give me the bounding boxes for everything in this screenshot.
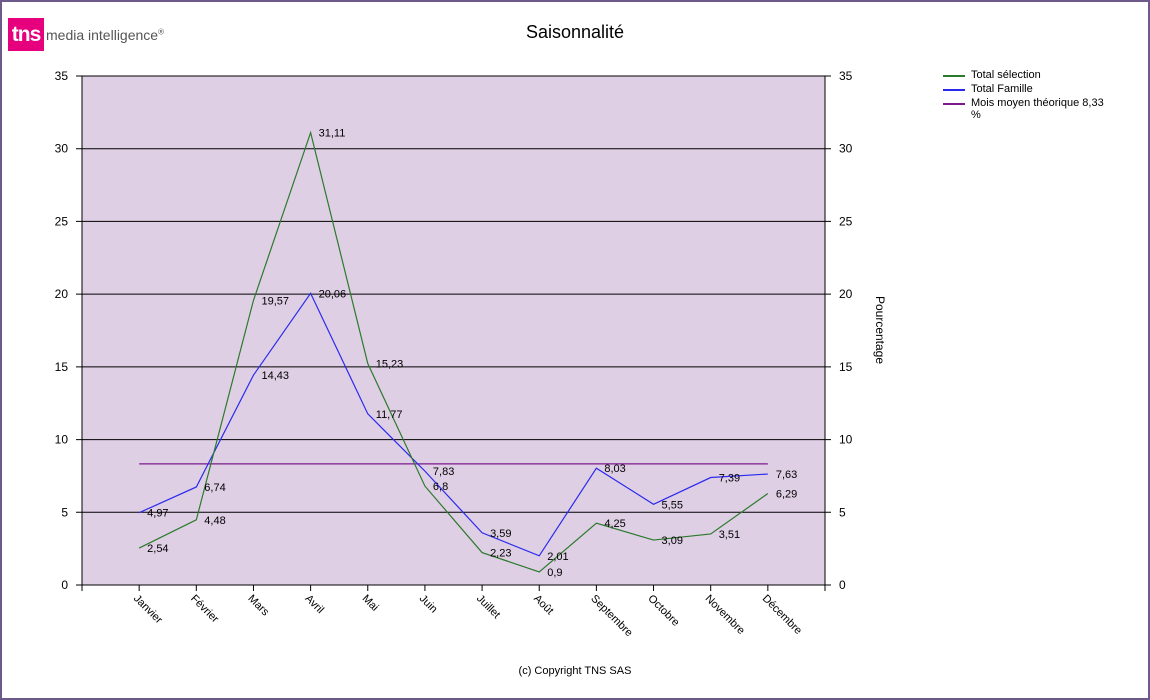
legend-item-famille: Total Famille [943, 83, 1123, 95]
y-tick-label-right: 10 [839, 433, 853, 447]
data-label-series-1: 7,63 [776, 469, 797, 481]
data-label-series-1: 14,43 [261, 370, 289, 382]
data-label-series-0: 3,51 [719, 529, 740, 541]
x-tick-label: Septembre [588, 593, 635, 640]
y-tick-label-right: 15 [839, 360, 853, 374]
x-tick-label: Juillet [474, 593, 502, 621]
legend-label-moyen: Mois moyen théorique 8,33 % [971, 97, 1104, 121]
y-tick-label-right: 35 [839, 69, 853, 83]
legend-swatch-famille [943, 89, 965, 91]
y-tick-label-left: 30 [55, 142, 69, 156]
tns-logo-text: media intelligence® [46, 27, 164, 43]
data-label-series-1: 6,74 [204, 482, 225, 494]
y-tick-label-right: 20 [839, 287, 853, 301]
x-tick-label: Janvier [131, 593, 165, 627]
x-tick-label: Février [188, 593, 221, 626]
x-tick-label: Juin [417, 593, 440, 616]
copyright-notice: (c) Copyright TNS SAS [518, 665, 632, 677]
x-tick-label: Décembre [760, 593, 804, 637]
data-label-series-1: 2,01 [547, 551, 568, 563]
data-label-series-1: 5,55 [662, 499, 683, 511]
y-tick-label-left: 35 [55, 69, 69, 83]
data-label-series-0: 4,48 [204, 515, 225, 527]
data-label-series-0: 3,09 [662, 535, 683, 547]
y-tick-label-right: 30 [839, 142, 853, 156]
series-line-0 [138, 130, 769, 573]
legend-item-moyen: Mois moyen théorique 8,33 % [943, 97, 1123, 121]
y-tick-label-left: 5 [61, 505, 68, 519]
series-line-1 [138, 292, 768, 557]
y-tick-label-left: 15 [55, 360, 69, 374]
data-label-series-0: 15,23 [376, 359, 404, 371]
chart-legend: Total sélection Total Famille Mois moyen… [943, 69, 1123, 123]
y-tick-label-right: 0 [839, 578, 846, 592]
y-tick-label-right: 25 [839, 214, 853, 228]
logo-registered-mark: ® [158, 26, 164, 36]
legend-swatch-moyen [943, 103, 965, 105]
data-label-series-1: 11,77 [376, 409, 403, 421]
plot-area [82, 76, 825, 585]
data-label-series-0: 4,25 [604, 518, 625, 530]
data-label-series-0: 2,23 [490, 548, 511, 560]
data-label-series-0: 6,29 [776, 489, 797, 501]
legend-item-selection: Total sélection [943, 69, 1123, 81]
y-tick-label-left: 25 [55, 214, 69, 228]
data-label-series-1: 3,59 [490, 528, 511, 540]
y-tick-label-left: 20 [55, 287, 69, 301]
tns-logo: tns media intelligence® [8, 18, 164, 51]
x-tick-label: Octobre [645, 593, 681, 629]
y-tick-label-left: 0 [61, 578, 68, 592]
y-axis-title-right: Pourcentage [873, 296, 887, 364]
data-label-series-0: 19,57 [261, 295, 289, 307]
data-label-series-1: 4,97 [147, 508, 168, 520]
data-label-series-1: 7,39 [719, 473, 740, 485]
data-label-series-0: 0,9 [547, 567, 562, 579]
x-tick-label: Août [531, 593, 555, 617]
data-label-series-1: 7,83 [433, 466, 454, 478]
legend-label-famille: Total Famille [971, 83, 1033, 95]
chart-title: Saisonnalité [525, 22, 625, 42]
legend-swatch-selection [943, 75, 965, 77]
x-tick-label: Mars [245, 593, 271, 619]
y-tick-label-left: 10 [55, 433, 69, 447]
data-label-series-1: 20,06 [319, 288, 347, 300]
y-tick-label-right: 5 [839, 505, 846, 519]
logo-text: media intelligence [46, 26, 159, 43]
data-label-series-0: 2,54 [147, 543, 168, 555]
x-tick-label: Mai [360, 593, 381, 614]
legend-label-selection: Total sélection [971, 69, 1041, 81]
tns-logo-mark: tns [8, 18, 44, 51]
x-tick-label: Novembre [703, 593, 747, 637]
data-label-series-1: 8,03 [604, 463, 625, 475]
data-label-series-0: 6,8 [433, 481, 448, 493]
x-tick-label: Avril [302, 593, 325, 616]
data-label-series-0: 31,11 [319, 128, 346, 140]
